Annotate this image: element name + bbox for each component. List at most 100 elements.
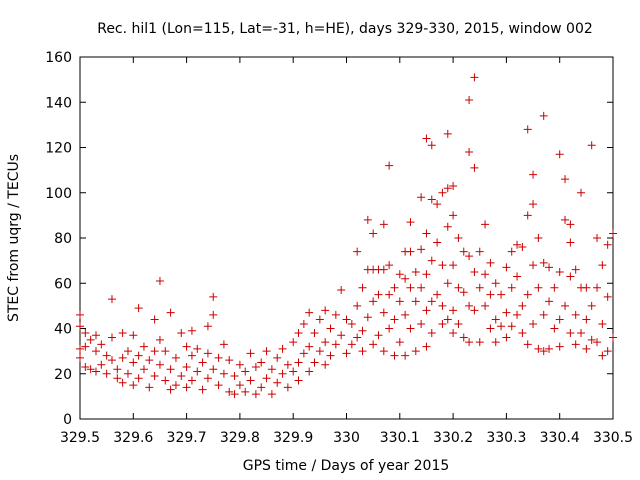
data-point: [406, 283, 415, 292]
data-point: [481, 220, 490, 229]
data-point: [363, 313, 372, 322]
data-point: [289, 367, 298, 376]
data-point: [598, 319, 607, 328]
data-point: [177, 372, 186, 381]
data-points: [76, 73, 617, 399]
data-point: [577, 188, 586, 197]
data-point: [267, 365, 276, 374]
data-point: [86, 335, 95, 344]
data-point: [76, 322, 84, 331]
data-point: [166, 385, 175, 394]
data-point: [470, 267, 479, 276]
data-point: [486, 258, 495, 267]
data-point: [513, 240, 522, 249]
data-point: [395, 270, 404, 279]
data-point: [353, 247, 362, 256]
data-point: [470, 163, 479, 172]
data-point: [475, 247, 484, 256]
data-point: [155, 360, 164, 369]
data-point: [187, 376, 196, 385]
data-point: [102, 351, 111, 360]
data-point: [609, 229, 617, 238]
data-point: [417, 245, 426, 254]
data-point: [555, 150, 564, 159]
data-point: [433, 200, 442, 209]
data-point: [113, 374, 122, 383]
data-point: [411, 297, 420, 306]
data-point: [182, 342, 191, 351]
data-point: [507, 322, 516, 331]
data-point: [529, 200, 538, 209]
data-point: [369, 229, 378, 238]
data-point: [187, 351, 196, 360]
data-point: [486, 324, 495, 333]
data-point: [118, 329, 127, 338]
data-point: [427, 141, 436, 150]
data-point: [230, 390, 239, 399]
data-point: [550, 283, 559, 292]
x-axis: 329.5 329.6 329.7 329.8 329.9 330 330.1 330.2 33…: [60, 57, 633, 446]
data-point: [326, 351, 335, 360]
data-point: [459, 333, 468, 342]
data-point: [187, 326, 196, 335]
data-point: [491, 279, 500, 288]
data-point: [529, 261, 538, 270]
data-point: [267, 390, 276, 399]
data-point: [571, 265, 580, 274]
data-point: [369, 340, 378, 349]
data-point: [155, 335, 164, 344]
data-point: [539, 310, 548, 319]
data-point: [593, 338, 602, 347]
data-point: [603, 347, 612, 356]
data-point: [566, 329, 575, 338]
data-point: [171, 353, 180, 362]
data-point: [246, 376, 255, 385]
data-point: [326, 324, 335, 333]
data-point: [427, 297, 436, 306]
data-point: [358, 347, 367, 356]
data-point: [550, 324, 559, 333]
data-point: [305, 367, 314, 376]
data-point: [166, 365, 175, 374]
data-point: [443, 222, 452, 231]
data-point: [507, 247, 516, 256]
data-point: [395, 297, 404, 306]
data-point: [86, 365, 95, 374]
data-point: [315, 315, 324, 324]
data-point: [171, 381, 180, 390]
data-point: [150, 372, 159, 381]
data-point: [321, 306, 330, 315]
data-point: [406, 218, 415, 227]
y-axis: 0 20 40 60 80 100 120 140 160: [45, 50, 613, 428]
data-point: [321, 360, 330, 369]
x-tick-label: 330.3: [486, 430, 526, 446]
data-point: [593, 283, 602, 292]
data-point: [566, 272, 575, 281]
data-point: [523, 211, 532, 220]
data-point: [422, 134, 431, 143]
data-point: [251, 362, 260, 371]
data-point: [294, 358, 303, 367]
data-point: [449, 211, 458, 220]
data-point: [486, 290, 495, 299]
data-point: [406, 324, 415, 333]
data-point: [561, 301, 570, 310]
data-point: [427, 256, 436, 265]
data-point: [262, 374, 271, 383]
data-point: [422, 229, 431, 238]
y-tick-label: 120: [45, 141, 72, 157]
x-tick-label: 329.7: [167, 430, 207, 446]
data-point: [91, 331, 100, 340]
data-point: [305, 308, 314, 317]
data-point: [107, 356, 116, 365]
data-point: [523, 290, 532, 299]
data-point: [310, 358, 319, 367]
data-point: [198, 385, 207, 394]
data-point: [518, 329, 527, 338]
data-point: [203, 374, 212, 383]
data-point: [81, 362, 90, 371]
data-point: [454, 234, 463, 242]
data-point: [251, 390, 260, 399]
x-tick-label: 330.1: [380, 430, 420, 446]
